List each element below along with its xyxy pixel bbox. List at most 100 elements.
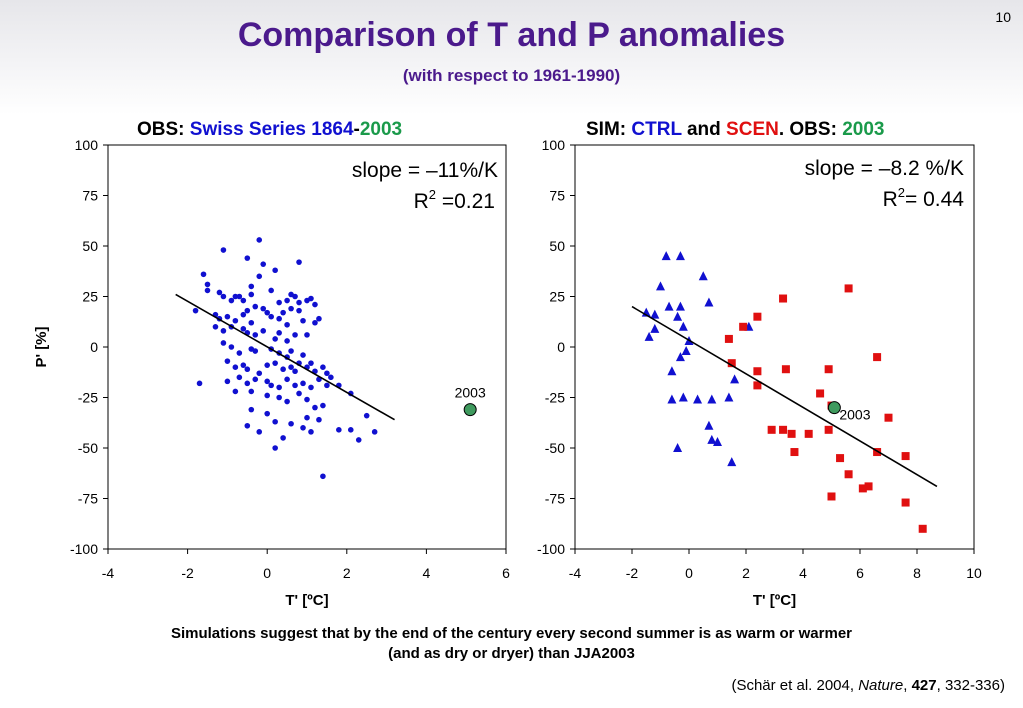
right-xtick-label: 2 [742, 565, 750, 581]
left-data-point [312, 319, 318, 326]
left-data-point [296, 307, 302, 314]
left-data-point [224, 358, 231, 364]
left-data-point [260, 261, 267, 267]
left-data-point [232, 388, 239, 395]
left-data-point [272, 267, 278, 274]
right-ytick-label: 0 [557, 339, 565, 355]
left-data-point [284, 321, 290, 328]
left-data-point [220, 293, 227, 300]
left-data-point [320, 402, 326, 409]
right-ytick-label: 75 [549, 188, 565, 204]
right-ctrl-point [675, 251, 685, 261]
citation-pages: , 332-336) [936, 677, 1005, 694]
right-ctrl-point [707, 434, 717, 444]
left-data-point [292, 368, 298, 375]
right-scen-point [884, 413, 893, 422]
left-data-point [252, 303, 259, 310]
right-ctrl-point [644, 331, 654, 341]
left-data-point [248, 283, 255, 290]
left-data-point [371, 429, 378, 435]
left-data-point [240, 297, 247, 304]
right-scen-point [873, 448, 882, 457]
right-ytick-label: -100 [537, 541, 565, 557]
right-title-scen: SCEN [726, 119, 779, 140]
right-highlight-2003-label: 2003 [839, 407, 870, 423]
left-data-point [232, 293, 239, 300]
left-data-point [220, 247, 227, 253]
left-data-point [260, 328, 267, 334]
right-ctrl-point [650, 309, 660, 319]
right-ctrl-point [650, 323, 660, 333]
right-title-year: 2003 [842, 119, 885, 140]
right-ytick-label: -75 [545, 491, 565, 507]
left-data-point [347, 427, 354, 433]
right-slope-annotation: slope = –8.2 %/K [805, 157, 964, 180]
right-scen-point [787, 429, 796, 438]
left-data-point [248, 388, 255, 395]
left-data-point [252, 348, 259, 354]
left-data-point [248, 291, 255, 298]
left-data-point [316, 315, 322, 322]
right-panel-title: SIM: CTRL and SCEN. OBS: 2003 [586, 119, 884, 141]
left-data-point [248, 319, 255, 326]
left-ytick-label: 100 [75, 137, 99, 153]
right-scen-point [804, 429, 813, 438]
right-ctrl-point [678, 321, 688, 331]
right-scen-point [753, 367, 762, 376]
right-scen-point [753, 312, 762, 321]
right-scen-point [779, 425, 788, 434]
slide-subtitle: (with respect to 1961-1990) [402, 66, 621, 85]
left-data-point [256, 273, 263, 280]
left-data-point [292, 332, 298, 338]
left-data-point [192, 307, 199, 314]
right-x-axis-label: T' [ºC] [753, 592, 796, 609]
right-scen-point [753, 381, 762, 390]
left-data-point [268, 287, 274, 294]
left-data-point [240, 311, 247, 318]
right-ctrl-point [693, 394, 703, 404]
left-data-point [204, 287, 211, 294]
left-xtick-label: 2 [343, 565, 351, 581]
right-xtick-label: -2 [626, 565, 639, 581]
left-data-point [220, 328, 227, 334]
left-ytick-label: 25 [82, 289, 98, 305]
right-xtick-label: 10 [966, 565, 982, 581]
left-data-point [288, 348, 294, 354]
left-data-point [292, 382, 298, 389]
right-ctrl-point [730, 374, 740, 384]
right-scen-point [767, 425, 776, 434]
left-data-point [248, 406, 255, 413]
right-scen-point [781, 365, 790, 374]
right-ctrl-point [667, 394, 677, 404]
left-data-point [228, 344, 235, 350]
left-data-point [296, 390, 302, 397]
left-regression-line [175, 293, 395, 421]
left-xtick-label: 6 [502, 565, 510, 581]
right-ytick-label: 100 [542, 137, 566, 153]
left-data-point [288, 420, 294, 427]
left-data-point [264, 309, 271, 316]
right-title-ctrl: CTRL [631, 119, 682, 140]
left-data-point [252, 332, 259, 338]
left-title-year: 2003 [359, 119, 403, 140]
left-data-point [284, 297, 290, 304]
citation-journal: Nature [858, 677, 904, 694]
left-data-point [288, 364, 294, 371]
left-data-point [312, 404, 318, 411]
left-data-point [268, 313, 274, 320]
left-data-point [232, 364, 239, 371]
left-data-point [232, 317, 239, 324]
right-ytick-label: -25 [545, 390, 565, 406]
left-data-point [300, 352, 306, 358]
right-ctrl-point [667, 366, 677, 376]
right-title-and: and [681, 119, 727, 140]
right-scen-point [901, 498, 910, 507]
left-data-point [244, 255, 251, 261]
left-data-point [220, 340, 227, 346]
right-r2-value: = 0.44 [905, 188, 964, 211]
citation-volume: 427 [911, 677, 937, 694]
right-xtick-label: 8 [913, 565, 921, 581]
left-data-point [308, 429, 314, 435]
left-ytick-label: -75 [78, 491, 98, 507]
